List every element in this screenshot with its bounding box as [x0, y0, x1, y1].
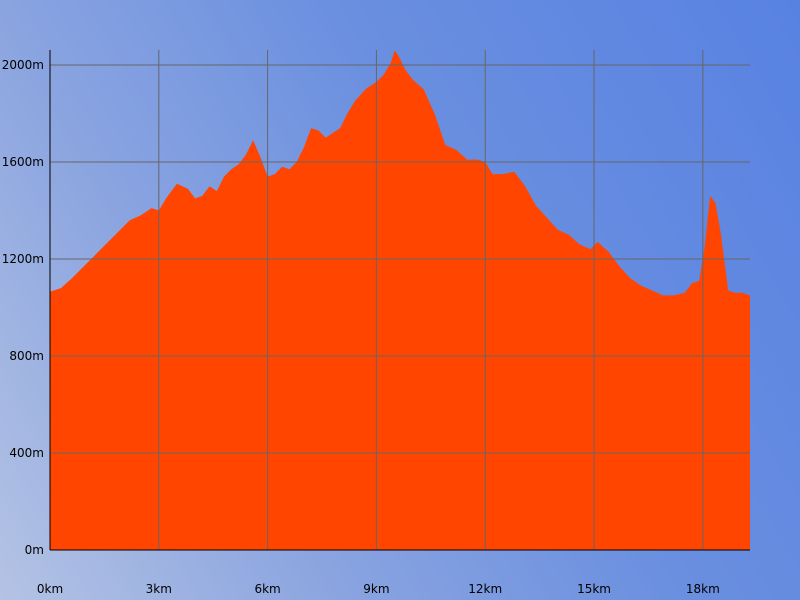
y-tick-label: 2000m: [2, 58, 44, 72]
x-tick-label: 18km: [686, 582, 720, 596]
x-tick-label: 0km: [37, 582, 63, 596]
y-tick-label: 1200m: [2, 252, 44, 266]
y-tick-label: 0m: [25, 543, 44, 557]
x-tick-label: 12km: [468, 582, 502, 596]
y-tick-label: 800m: [9, 349, 44, 363]
x-tick-label: 6km: [254, 582, 280, 596]
tick-label-layer: 0m 400m 800m 1200m 1600m 2000m 0km 3km 6km 9km 12k…: [2, 58, 720, 596]
x-tick-label: 3km: [146, 582, 172, 596]
x-tick-label: 15km: [577, 582, 611, 596]
y-tick-label: 400m: [9, 446, 44, 460]
grid-layer: [50, 50, 750, 550]
y-tick-label: 1600m: [2, 155, 44, 169]
axis-layer: [49, 50, 750, 551]
area-layer: [50, 50, 750, 551]
elevation-area: [50, 50, 750, 551]
x-tick-label: 9km: [363, 582, 389, 596]
